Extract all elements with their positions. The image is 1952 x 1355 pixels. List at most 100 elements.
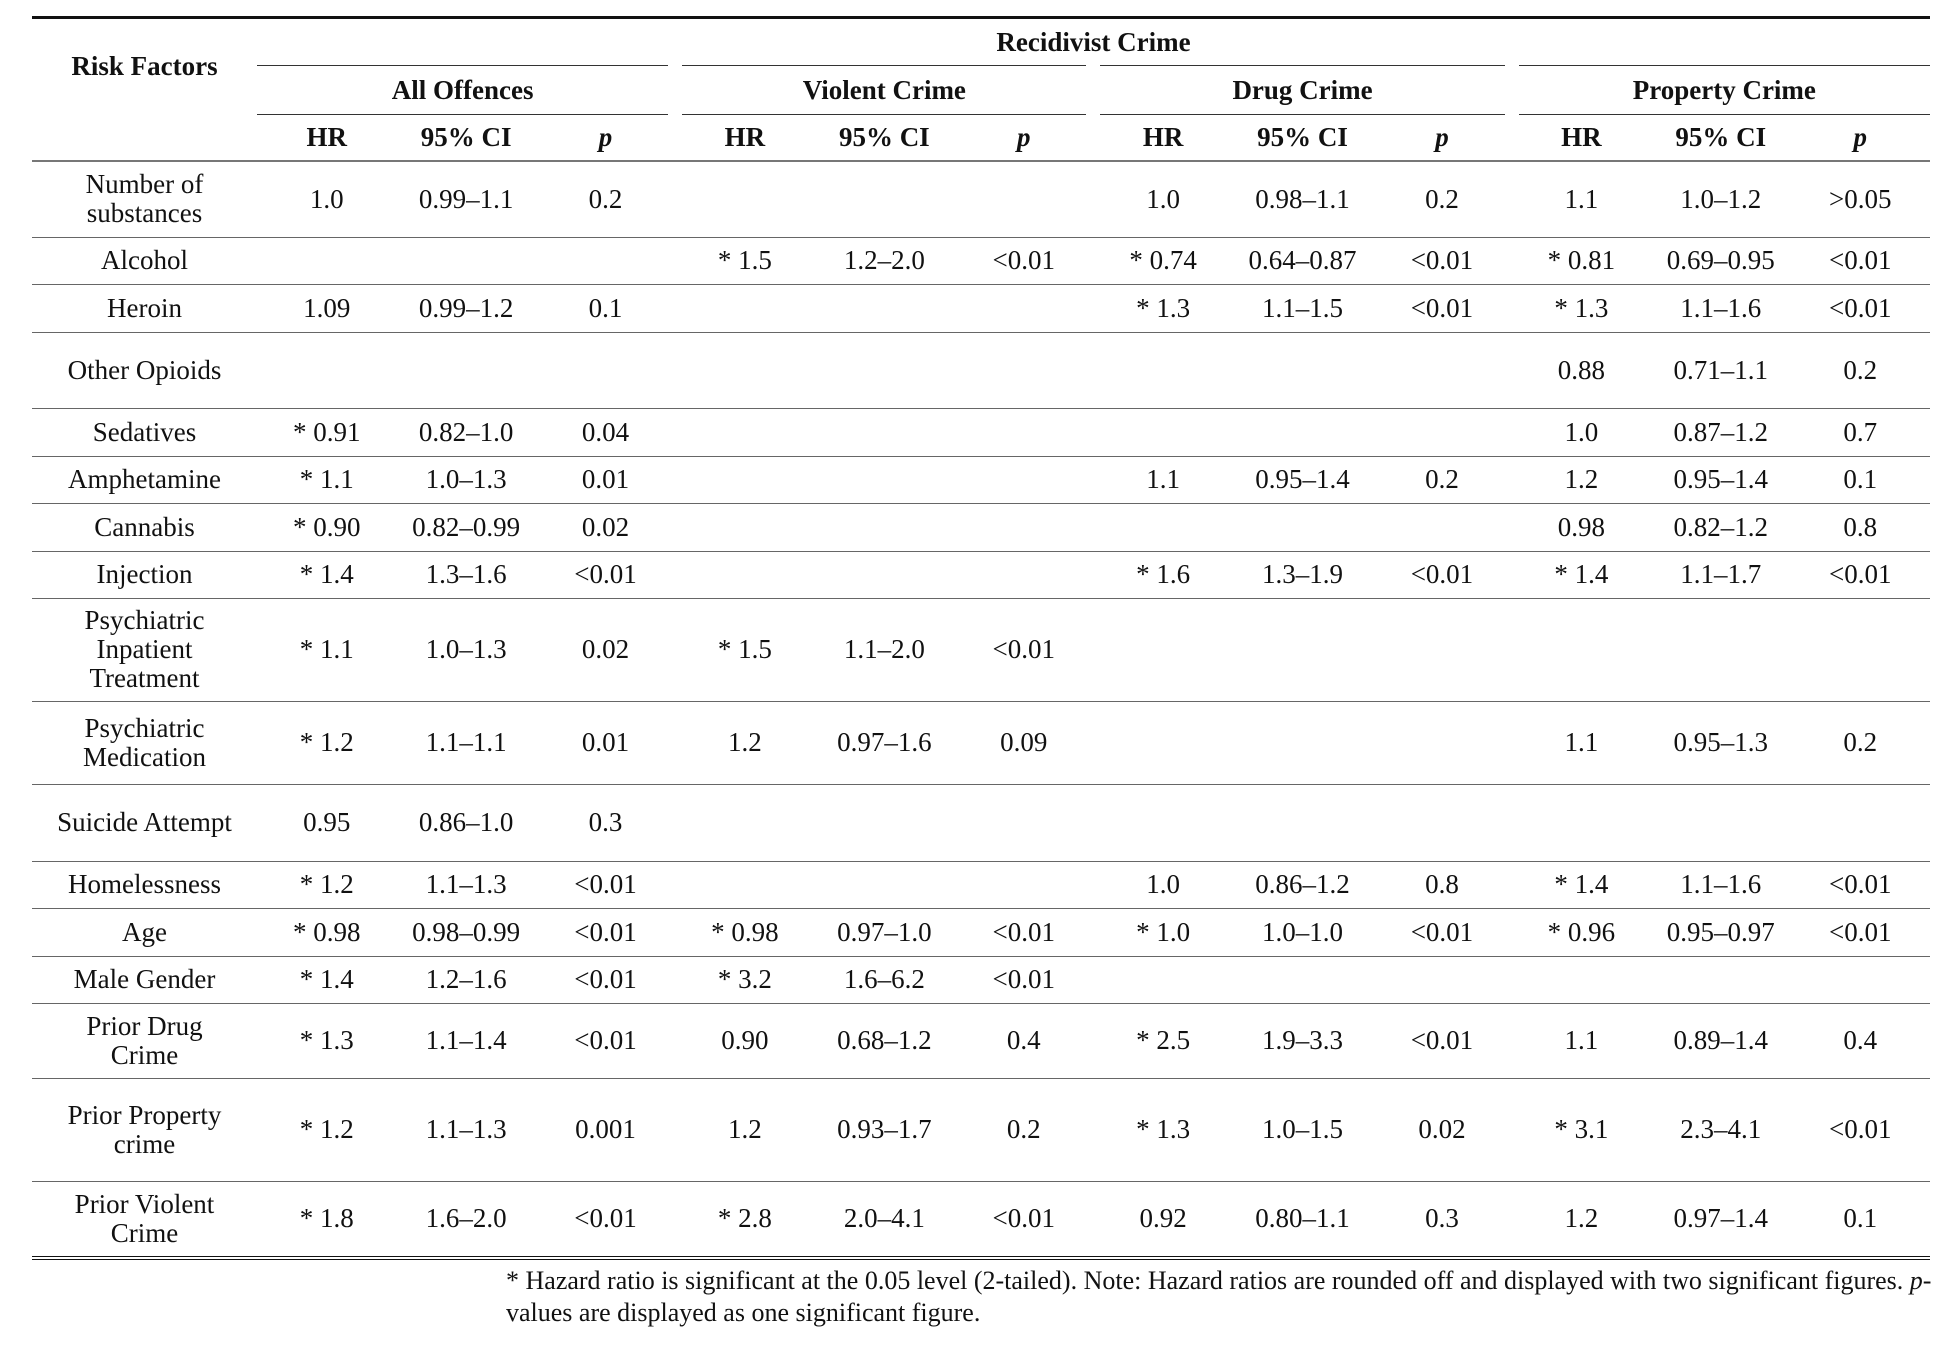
table-cell: * 1.3 xyxy=(1093,284,1233,333)
table-cell xyxy=(1790,956,1930,1004)
table-cell: <0.01 xyxy=(1790,908,1930,957)
table-cell xyxy=(1093,332,1233,409)
table-cell: 1.0 xyxy=(257,161,397,238)
table-cell xyxy=(1232,503,1373,552)
table-cell: * 1.4 xyxy=(1511,551,1652,599)
group-header: Drug Crime xyxy=(1086,65,1512,115)
table-cell xyxy=(1093,408,1233,457)
table-cell: <0.01 xyxy=(1790,1078,1930,1182)
table-cell xyxy=(954,456,1094,504)
table-cell: <0.01 xyxy=(1790,551,1930,599)
table-cell xyxy=(954,332,1094,409)
table-cell: <0.01 xyxy=(535,1181,676,1260)
table-cell xyxy=(1372,701,1512,785)
subheader-ci: 95% CI xyxy=(396,114,536,162)
table-cell: 0.93–1.7 xyxy=(814,1078,955,1182)
table-cell xyxy=(675,408,815,457)
table-row: Sedatives * 0.91 0.82–1.0 0.04 1.0 0.87–1.2 0.… xyxy=(32,408,1930,457)
table-cell: 0.02 xyxy=(535,503,676,552)
table-cell: 0.87–1.2 xyxy=(1651,408,1791,457)
footnote-text-2: -values are displayed as one significant… xyxy=(506,1266,1932,1327)
table-cell: 0.69–0.95 xyxy=(1651,237,1791,285)
table-cell: 1.2 xyxy=(1511,1181,1652,1260)
table-cell: <0.01 xyxy=(535,1003,676,1079)
table-cell: 0.95–1.4 xyxy=(1232,456,1373,504)
risk-factor-label: Cannabis xyxy=(32,503,257,552)
table-cell: * 1.3 xyxy=(1093,1078,1233,1182)
table-cell: 1.2 xyxy=(1511,456,1652,504)
subheader-hr: HR xyxy=(1511,114,1652,162)
table-cell: 0.71–1.1 xyxy=(1651,332,1791,409)
table-cell xyxy=(1372,956,1512,1004)
table-cell xyxy=(1093,784,1233,862)
group-header: Property Crime xyxy=(1504,65,1930,115)
table-cell: 1.1–1.6 xyxy=(1651,861,1791,909)
table-cell xyxy=(675,456,815,504)
table-cell: 0.64–0.87 xyxy=(1232,237,1373,285)
table-cell xyxy=(1372,332,1512,409)
table-cell: * 1.3 xyxy=(1511,284,1652,333)
table-cell: 1.0–1.3 xyxy=(396,598,536,702)
risk-factor-label: Prior Violent Crime xyxy=(32,1181,257,1260)
table-cell: 0.1 xyxy=(535,284,676,333)
table-cell xyxy=(1651,598,1791,702)
table-cell xyxy=(1232,701,1373,785)
table-cell xyxy=(814,408,955,457)
recidivist-crime-header: Recidivist Crime xyxy=(257,16,1930,66)
risk-factor-label: Psychiatric Medication xyxy=(32,701,257,785)
table-row: Amphetamine * 1.1 1.0–1.3 0.01 1.1 0.95–1.4 0.… xyxy=(32,456,1930,504)
table-cell xyxy=(1093,956,1233,1004)
table-cell: 1.09 xyxy=(257,284,397,333)
table-cell: 0.02 xyxy=(535,598,676,702)
table-cell: <0.01 xyxy=(954,237,1094,285)
table-cell: 0.95 xyxy=(257,784,397,862)
table-cell xyxy=(675,861,815,909)
risk-factor-label: Injection xyxy=(32,551,257,599)
table-cell xyxy=(954,503,1094,552)
risk-factor-label: Male Gender xyxy=(32,956,257,1004)
table-cell xyxy=(1372,598,1512,702)
table-cell: 1.2 xyxy=(675,1078,815,1182)
table-cell xyxy=(954,861,1094,909)
table-cell: <0.01 xyxy=(535,908,676,957)
table-cell: 0.2 xyxy=(1790,701,1930,785)
table-cell: 1.1–1.3 xyxy=(396,1078,536,1182)
table-cell xyxy=(814,503,955,552)
table-cell: * 0.98 xyxy=(257,908,397,957)
table-row: Male Gender * 1.4 1.2–1.6 <0.01 * 3.2 1.6–6.2… xyxy=(32,956,1930,1004)
table-cell: <0.01 xyxy=(954,598,1094,702)
table-row: Other Opioids 0.88 0.71–1.1 0.2 xyxy=(32,332,1930,409)
table-cell: * 1.3 xyxy=(257,1003,397,1079)
table-cell: * 0.98 xyxy=(675,908,815,957)
table-cell: <0.01 xyxy=(954,1181,1094,1260)
table-cell: 1.2–2.0 xyxy=(814,237,955,285)
table-cell xyxy=(814,161,955,238)
table-cell: * 1.2 xyxy=(257,861,397,909)
table-cell xyxy=(675,503,815,552)
subheader-ci: 95% CI xyxy=(814,114,955,162)
table-cell xyxy=(396,237,536,285)
table-cell: * 1.4 xyxy=(1511,861,1652,909)
table-cell: 2.3–4.1 xyxy=(1651,1078,1791,1182)
table-cell: * 1.6 xyxy=(1093,551,1233,599)
group-header: Violent Crime xyxy=(668,65,1094,115)
table-cell: * 1.4 xyxy=(257,956,397,1004)
subheader-hr: HR xyxy=(257,114,397,162)
table-cell xyxy=(814,861,955,909)
table-cell: 1.1–1.7 xyxy=(1651,551,1791,599)
table-cell: 1.0 xyxy=(1093,161,1233,238)
risk-factor-label: Prior Property crime xyxy=(32,1078,257,1182)
table-cell: <0.01 xyxy=(954,908,1094,957)
table-cell: * 0.74 xyxy=(1093,237,1233,285)
table-row: Psychiatric Inpatient Treatment * 1.1 1.0–… xyxy=(32,598,1930,702)
footnote-text: * Hazard ratio is significant at the 0.0… xyxy=(506,1266,1910,1295)
table-cell: 0.2 xyxy=(535,161,676,238)
table-cell: * 0.96 xyxy=(1511,908,1652,957)
table-cell: 0.02 xyxy=(1372,1078,1512,1182)
table-cell: 1.0–1.0 xyxy=(1232,908,1373,957)
table-cell xyxy=(1511,784,1652,862)
table-cell xyxy=(814,332,955,409)
table-cell xyxy=(535,332,676,409)
risk-factors-header: Risk Factors xyxy=(32,16,257,115)
table-cell: * 1.2 xyxy=(257,701,397,785)
